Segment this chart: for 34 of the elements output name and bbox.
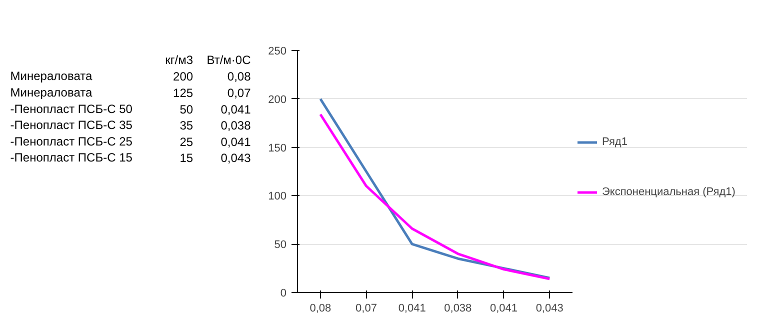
text: Минераловата [10, 69, 92, 84]
x-tick-label: 0,043 [536, 302, 564, 314]
text: 25 [180, 134, 194, 149]
text: 200 [173, 70, 194, 84]
text: кг/м3 [165, 52, 194, 67]
y-tick-label: 150 [268, 142, 287, 154]
text: -Пенопласт ПСБ-С 50 [10, 102, 133, 116]
y-tick-label: 200 [268, 94, 287, 106]
text: 50 [180, 102, 194, 116]
text: 0,038 [220, 118, 252, 133]
y-tick-label: 250 [268, 46, 287, 58]
x-tick-label: 0,038 [444, 302, 472, 314]
text: 0,08 [227, 70, 252, 84]
text: Вт/м·0С [206, 52, 252, 67]
text: 0,043 [220, 151, 252, 166]
x-tick-label: 0,08 [310, 302, 332, 314]
text: -Пенопласт ПСБ-С 15 [10, 150, 133, 165]
y-tick-label: 100 [268, 190, 287, 203]
legend-label: Ряд1 [602, 136, 628, 148]
text: 15 [180, 151, 194, 166]
text: 0,07 [227, 86, 252, 100]
x-tick-label: 0,041 [490, 302, 518, 314]
legend-label: Экспоненциальная (Ряд1) [602, 186, 736, 198]
text: 35 [180, 118, 194, 133]
x-tick-label: 0,07 [356, 302, 377, 314]
y-tick-label: 50 [274, 239, 287, 252]
text: 125 [173, 86, 194, 100]
y-tick-label: 0 [280, 288, 287, 300]
text: Минераловата [10, 85, 92, 100]
x-tick-label: 0,041 [398, 302, 426, 314]
text: -Пенопласт ПСБ-С 25 [10, 134, 133, 148]
text: -Пенопласт ПСБ-С 35 [10, 118, 133, 132]
text: 0,041 [220, 134, 252, 149]
text: 0,041 [220, 102, 252, 116]
